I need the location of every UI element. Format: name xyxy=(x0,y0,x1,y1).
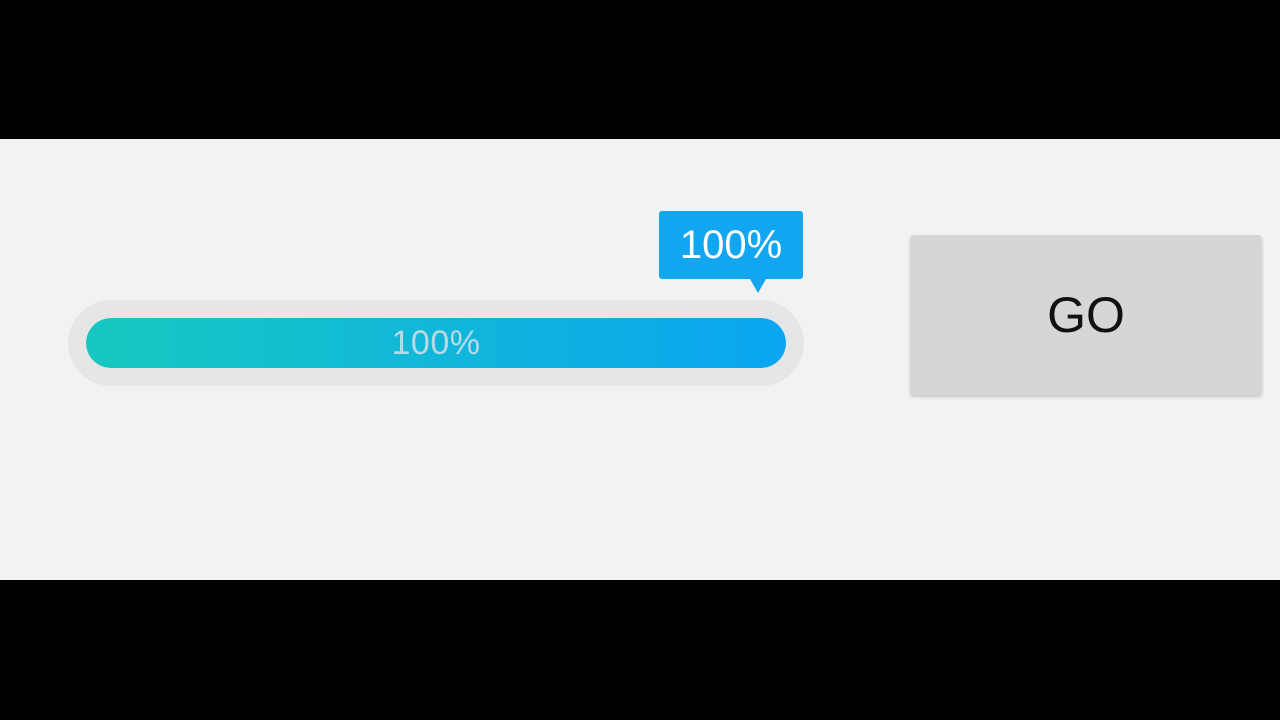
progress-bar-inner: 100% xyxy=(86,318,786,368)
tooltip-label: 100% xyxy=(679,222,783,267)
content-area: 100% 100% GO xyxy=(0,139,1280,580)
progress-label: 100% xyxy=(391,323,481,362)
tooltip-pointer xyxy=(750,279,766,293)
progress-tooltip: 100% xyxy=(659,211,803,293)
progress-bar: 100% xyxy=(68,300,804,386)
go-button[interactable]: GO xyxy=(910,235,1262,395)
progress-fill xyxy=(86,318,786,368)
